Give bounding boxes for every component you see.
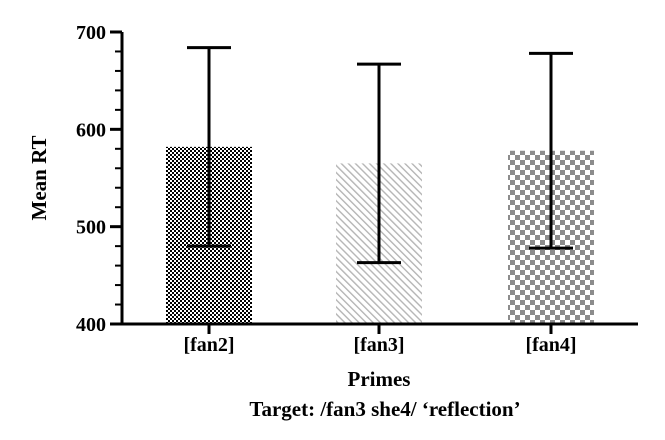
x-tick-label: [fan3] <box>353 334 404 356</box>
y-axis-title: Mean RT <box>27 135 51 220</box>
y-tick-label: 700 <box>76 22 106 44</box>
error-bar <box>187 46 231 248</box>
error-bar <box>357 62 401 265</box>
y-tick-label: 500 <box>76 217 106 239</box>
y-tick-label: 600 <box>76 119 106 141</box>
y-tick-label: 400 <box>76 314 106 336</box>
error-bar <box>529 51 573 250</box>
x-axis-title: Primes <box>348 367 411 391</box>
x-tick-label: [fan2] <box>183 334 234 356</box>
x-tick-label: [fan4] <box>525 334 576 356</box>
chart-subtitle: Target: /fan3 she4/ ‘reflection’ <box>249 397 520 421</box>
